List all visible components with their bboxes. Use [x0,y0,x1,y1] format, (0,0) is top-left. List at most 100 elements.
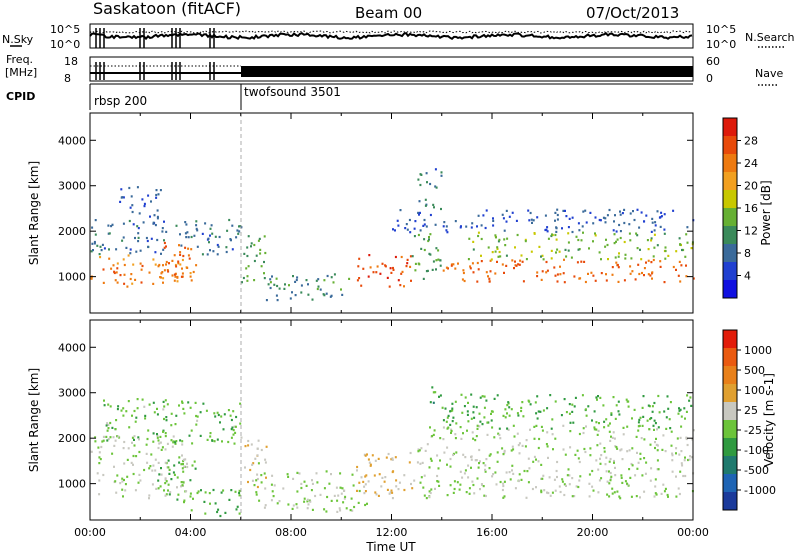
colorbar-swatch [723,420,737,439]
xtick-label: 00:00 [677,526,709,539]
colorbar-swatch [723,280,737,299]
scatter-region-7 [411,233,442,280]
colorbar-swatch [723,172,737,191]
scatter-region-4 [253,470,368,513]
velocity-y-axis: 1000 2000 3000 4000 [58,341,693,491]
colorbar-swatch [723,262,737,281]
colorbar-frame [722,329,738,511]
date-title: 07/Oct/2013 [586,4,679,22]
nave-label: Nave [755,67,783,80]
scatter-region-7 [103,398,243,445]
colorbar-swatch [723,190,737,209]
colorbar-swatch [723,136,737,155]
colorbar-swatch [723,384,737,403]
power-y-axis: 1000 2000 3000 4000 [58,134,693,284]
power-x-axis [89,113,694,313]
colorbar-tick-label: -500 [744,464,769,477]
colorbar-swatch [723,492,737,511]
freq-label-line2: [MHz] [5,66,37,79]
colorbar-swatch [723,438,737,457]
colorbar-swatch [723,118,737,137]
scatter-region-3 [119,186,162,220]
colorbar-tick-label: 12 [744,225,758,238]
colorbar-tick-label: 24 [744,157,758,170]
scatter-region-5 [265,273,351,302]
colorbar-swatch [723,366,737,385]
scatter-region-9 [467,231,694,261]
colorbar-tick-label: 8 [744,247,751,260]
colorbar-swatch [723,330,737,349]
nsky-panel [89,23,694,49]
freq-trace-twofsound [241,66,693,77]
ytick-label: 3000 [58,180,86,193]
ytick-label: 3000 [58,387,86,400]
scatter-region-11 [417,168,443,211]
power-colorbar-label: Power [dB] [759,180,773,245]
xtick-label: 16:00 [476,526,508,539]
power-panel: 1000 2000 3000 4000 Slant Range [km] 28 24 20… [27,112,773,314]
colorbar-tick-label: 500 [744,364,765,377]
cpid-segment-label-2: twofsound 3501 [244,85,341,99]
colorbar-tick-label: -1000 [744,484,776,497]
colorbar-swatch [723,154,737,173]
scatter-region-5 [356,451,416,500]
scatter-region-1 [160,241,193,278]
scatter-region-6 [356,254,412,288]
velocity-colorbar: 1000 500 100 25 -25 -100 -500 -1000 [722,329,776,511]
nsky-traces [89,28,693,48]
cpid-label: CPID [6,90,35,103]
station-title: Saskatoon (fitACF) [93,0,241,18]
nsearch-tick-top: 10^5 [706,23,736,36]
scatter-region-8 [442,393,693,431]
scatter-region-0 [90,254,198,288]
nave-tick-bottom: 0 [706,72,713,85]
scatter-region-6 [416,424,695,500]
ytick-label: 1000 [58,271,86,284]
xtick-label: 08:00 [275,526,307,539]
nsky-tick-top: 10^5 [50,23,80,36]
ytick-label: 1000 [58,478,86,491]
freq-label-line1: Freq. [6,53,33,66]
ytick-label: 2000 [58,225,86,238]
beam-title: Beam 00 [355,4,422,22]
scatter-region-2 [90,218,243,256]
colorbar-tick-label: -100 [744,444,769,457]
freq-tick-bottom: 8 [64,72,71,85]
scatter-region-0 [90,434,188,500]
xtick-label: 20:00 [577,526,609,539]
scatter-region-10 [392,208,695,234]
colorbar-tick-label: -25 [744,424,762,437]
nsky-tick-bottom: 10^0 [50,38,80,51]
colorbar-swatch [723,456,737,475]
freq-traces [90,62,693,80]
velocity-ylabel: Slant Range [km] [27,368,41,472]
xtick-label: 00:00 [74,526,106,539]
colorbar-swatch [723,474,737,493]
freq-tick-top: 18 [64,55,78,68]
colorbar-swatch [723,226,737,245]
velocity-x-axis: 00:00 04:00 08:00 12:00 16:00 20:00 00:00 [74,320,709,539]
xtick-label: 12:00 [376,526,408,539]
colorbar-tick-label: 28 [744,135,758,148]
xtick-label: 04:00 [175,526,207,539]
time-xlabel: Time UT [365,540,416,554]
colorbar-swatch [723,402,737,421]
nsearch-tick-bottom: 10^0 [706,38,736,51]
scatter-region-8 [442,258,695,284]
velocity-panel: 1000 2000 3000 4000 00:00 04:00 08:00 12:00 16:… [27,319,776,554]
nave-tick-top: 60 [706,55,720,68]
colorbar-tick-label: 100 [744,384,765,397]
nsky-trace [89,31,693,41]
ytick-label: 2000 [58,432,86,445]
scatter-region-9 [429,386,444,409]
nsearch-trace [89,30,693,34]
colorbar-tick-label: 1000 [744,344,772,357]
power-colorbar: 28 24 20 16 12 8 4 [722,117,758,299]
scatter-region-3 [244,439,268,489]
scatter-region-4 [241,235,267,284]
colorbar-tick-label: 25 [744,404,758,417]
scatter-region-2 [190,488,241,518]
ytick-label: 4000 [58,134,86,147]
power-data-layer [90,168,695,302]
